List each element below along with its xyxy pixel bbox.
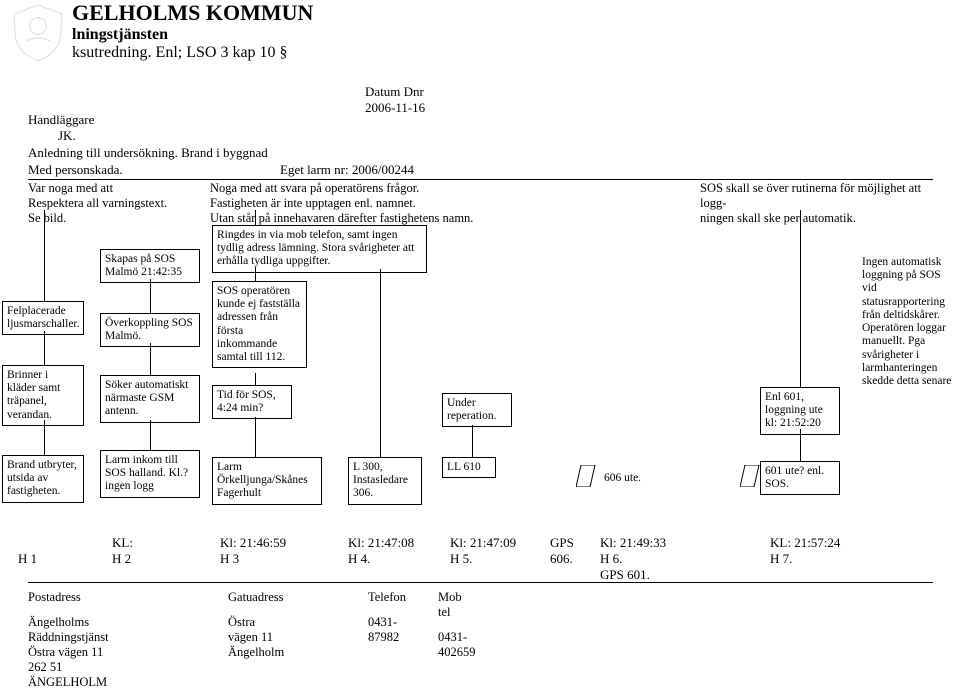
connector <box>800 429 801 461</box>
injury-text: Med personskada. <box>28 162 123 178</box>
timeline-time: Kl: 21:47:09 <box>450 535 516 551</box>
box-606: 606 ute. <box>600 469 658 488</box>
reason-line: Anledning till undersökning. Brand i byg… <box>28 145 268 161</box>
connector <box>150 343 151 375</box>
timeline-time: Kl: 21:47:08 <box>348 535 414 551</box>
timeline-label: H 7. <box>770 551 792 567</box>
timeline-label: H 2 <box>112 551 131 567</box>
box-ingen: Ingen automatisk loggning på SOS vid sta… <box>858 253 958 391</box>
footer-line: 0431-402659 <box>438 630 476 660</box>
connector <box>44 331 45 365</box>
connector <box>255 267 256 281</box>
connector <box>800 210 801 387</box>
box-brand: Brand utbryter, utsida av fastigheten. <box>2 455 84 503</box>
datum-label: Datum Dnr <box>365 84 424 100</box>
footer-divider <box>28 582 933 583</box>
box-under: Under reperation. <box>442 393 512 427</box>
box-ringd: Ringdes in via mob telefon, samt ingen t… <box>212 225 427 273</box>
timeline-time: KL: 21:57:24 <box>770 535 840 551</box>
footer-line: Östra vägen 11 <box>28 645 109 660</box>
timeline-time: Kl: 21:49:33 <box>600 535 666 551</box>
footer-line: Ängelholms Räddningstjänst <box>28 615 109 645</box>
org-name: GELHOLMS KOMMUN <box>72 0 313 26</box>
alarm-id: Eget larm nr: 2006/00244 <box>280 162 414 178</box>
timeline-time: GPS <box>550 535 574 551</box>
doc-title: ksutredning. Enl; LSO 3 kap 10 § <box>72 44 313 62</box>
box-sosop: SOS operatören kunde ej fastställa adres… <box>212 281 307 368</box>
datum-value: 2006-11-16 <box>365 100 425 116</box>
col3-text: SOS skall se över rutinerna för möjlighe… <box>700 181 940 226</box>
footer-col-label: Mob tel <box>438 590 476 620</box>
handler-label: Handläggare <box>28 112 94 128</box>
connector <box>255 210 256 225</box>
footer-col-label: Gatuadress <box>228 590 284 605</box>
crest-image <box>8 2 68 62</box>
footer-line: Östra vägen 11 <box>228 615 284 645</box>
connector <box>44 210 45 301</box>
connector <box>44 420 45 455</box>
divider <box>28 179 933 180</box>
slash-box <box>576 465 596 487</box>
connector <box>380 269 381 457</box>
box-larmh: Larm inkom till SOS halland. Kl.?ingen l… <box>100 450 200 498</box>
reason-value: Brand i byggnad <box>181 145 268 160</box>
box-brin: Brinner i kläder samt träpanel, verandan… <box>2 365 84 426</box>
timeline-time: Kl: 21:46:59 <box>220 535 286 551</box>
slash-box <box>740 465 760 487</box>
box-tids: Tid för SOS, 4:24 min? <box>212 385 292 419</box>
timeline-label: H 4. <box>348 551 370 567</box>
box-fel: Felplacerade ljusmarschaller. <box>2 301 84 335</box>
footer-line: Ängelholm <box>228 645 284 660</box>
timeline-label: GPS 601. <box>600 567 650 583</box>
box-ll610: LL 610 <box>442 457 496 478</box>
footer-line: 0431- <box>368 615 406 630</box>
document-header: GELHOLMS KOMMUN lningstjänsten ksutredni… <box>72 0 313 62</box>
footer-col: Gatuadress Östra vägen 11Ängelholm <box>228 590 284 660</box>
box-enl: Enl 601, loggning ute kl: 21:52:20 <box>760 387 840 435</box>
connector <box>472 425 473 457</box>
footer-line: 87982 <box>368 630 406 645</box>
footer-col: Telefon 0431-87982 <box>368 590 406 645</box>
timeline-row: H 1 KL:H 2 Kl: 21:46:59H 3 Kl: 21:47:08H 4.… <box>0 535 960 580</box>
connector <box>255 417 256 457</box>
timeline-label: H 5. <box>450 551 472 567</box>
box-larm3: Larm Örkelljunga/Skånes Fagerhult <box>212 457 322 505</box>
connector <box>150 420 151 450</box>
reason-label: Anledning till undersökning. <box>28 145 178 160</box>
timeline-label: 606. <box>550 551 573 567</box>
box-soker: Söker automatiskt närmaste GSM antenn. <box>100 375 200 423</box>
timeline-label: H 6. <box>600 551 622 567</box>
flow-diagram: 606 ute. Felplacerade ljusmarschaller. Bri… <box>0 225 960 555</box>
col2-text: Noga med att svara på operatörens frågor… <box>210 181 550 226</box>
timeline-label: H 3 <box>220 551 239 567</box>
footer-col: Mob tel 0431-402659 <box>438 590 476 660</box>
box-l300: L 300, Instasledare 306. <box>348 457 422 505</box>
footer-col-label: Telefon <box>368 590 406 605</box>
footer-line: 262 51 ÄNGELHOLM <box>28 660 109 690</box>
connector <box>150 279 151 313</box>
timeline-time: KL: <box>112 535 133 551</box>
col1-text: Var noga med att Respektera all varnings… <box>28 181 198 226</box>
box-601u: 601 ute? enl. SOS. <box>760 461 840 495</box>
handler-value: JK. <box>58 128 94 144</box>
footer-col-label: Postadress <box>28 590 109 605</box>
connector <box>255 373 256 385</box>
footer-col: Postadress Ängelholms RäddningstjänstÖstr… <box>28 590 109 690</box>
timeline-label: H 1 <box>18 551 37 567</box>
handler-block: Handläggare JK. <box>28 112 94 144</box>
dept-name: lningstjänsten <box>72 26 313 44</box>
